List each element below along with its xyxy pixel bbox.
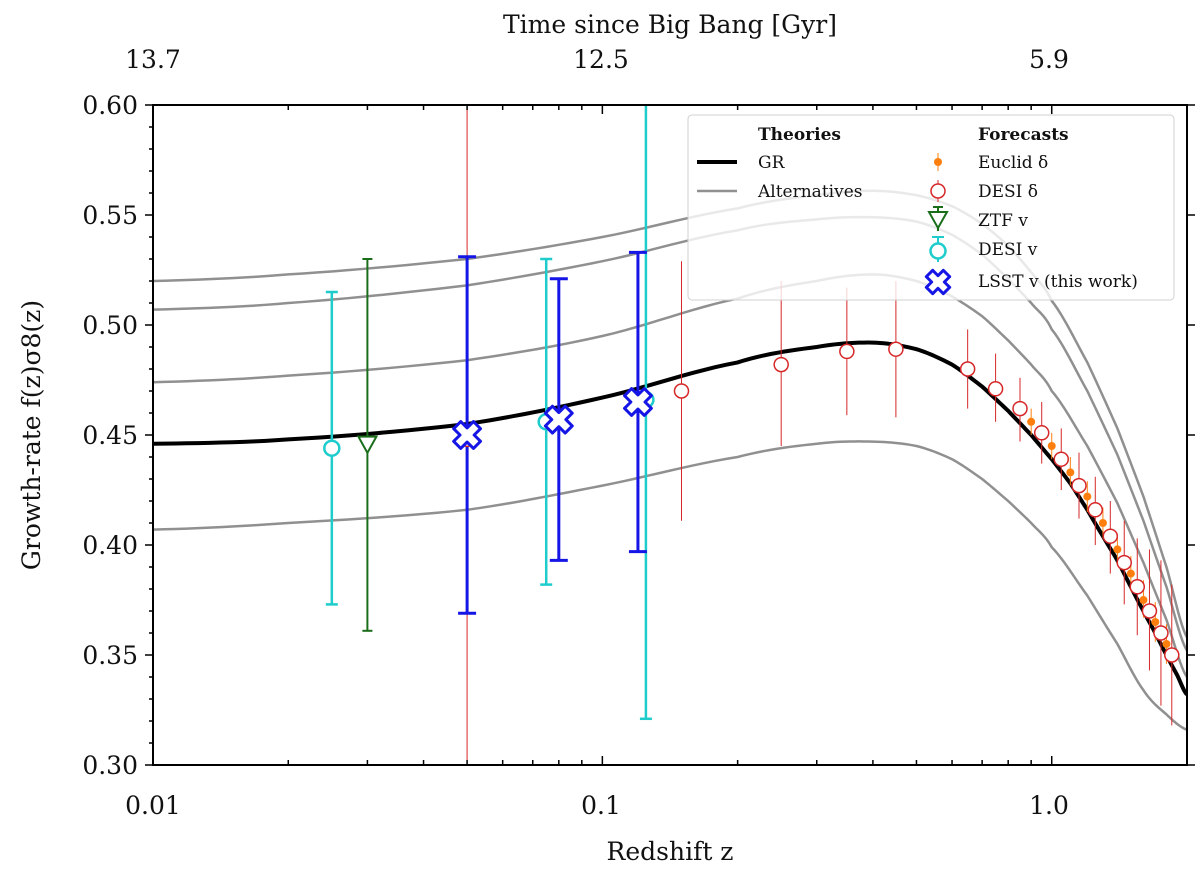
top-axis-title: Time since Big Bang [Gyr] [503, 10, 837, 39]
legend-desi-delta-marker [930, 180, 946, 202]
desi-point [1071, 477, 1087, 494]
desi-point [888, 341, 904, 357]
desi-point [987, 381, 1004, 397]
x-tick-label-2: 1.0 [1029, 791, 1069, 820]
legend-euclid-marker [934, 153, 942, 171]
legend-gr-label: GR [758, 153, 786, 173]
legend: Theories Forecasts GR Alternatives Eucli… [687, 114, 1175, 301]
legend-desi-v-marker [929, 236, 947, 262]
euclid-point [1151, 618, 1160, 626]
legend-euclid-label: Euclid δ [978, 153, 1048, 173]
desi-point [1053, 451, 1069, 467]
euclid-point [1066, 468, 1075, 477]
desi-point [1102, 528, 1119, 544]
legend-ztf-marker [927, 206, 949, 231]
euclid-point [1098, 519, 1107, 527]
y-tick-label-0: 0.30 [82, 751, 138, 780]
desi-point [1116, 554, 1132, 571]
euclid-point [1083, 492, 1092, 501]
euclid-point [1027, 417, 1036, 426]
desi-point [839, 343, 855, 360]
legend-theories-header: Theories [758, 125, 841, 145]
euclid-point [1162, 640, 1171, 648]
axis-ticks [145, 104, 1195, 766]
desi-point [1129, 579, 1146, 595]
alternative-curve-3 [153, 273, 1187, 678]
alternative-curve-4 [153, 440, 1187, 731]
desi-point [1012, 400, 1028, 417]
euclid-point [1139, 596, 1148, 604]
desi-point [1153, 625, 1169, 641]
desi-point [1164, 647, 1180, 663]
y-tick-label-4: 0.50 [82, 311, 138, 340]
y-tick-label-5: 0.55 [82, 201, 138, 230]
x-axis-title: Redshift z [607, 837, 734, 866]
desi-point [1033, 425, 1050, 441]
legend-forecasts-header: Forecasts [978, 125, 1069, 145]
euclid-point [1047, 442, 1056, 450]
y-tick-label-3: 0.45 [82, 421, 138, 450]
x-tick-label-1: 0.1 [581, 791, 621, 820]
data-markers [323, 341, 1180, 663]
gr-curve [153, 340, 1187, 696]
legend-alternatives-label: Alternatives [757, 182, 862, 202]
top-tick-label-1: 12.5 [573, 45, 629, 74]
y-tick-label-2: 0.40 [82, 531, 138, 560]
legend-ztf-label: ZTF v [978, 211, 1028, 231]
desi-v-point [323, 439, 341, 457]
legend-lsst-label: LSST v (this work) [978, 272, 1138, 292]
desi-point [673, 383, 690, 399]
desi-point [959, 361, 976, 377]
euclid-point [1113, 545, 1122, 554]
top-tick-label-0: 13.7 [125, 45, 181, 74]
y-axis-title: Growth-rate f(z)σ8(z) [17, 300, 46, 570]
y-tick-label-1: 0.35 [82, 641, 138, 670]
legend-box [687, 114, 1175, 301]
legend-desi-v-label: DESI v [978, 240, 1038, 260]
lsst-v-this-work-point [543, 404, 574, 435]
x-tick-label-0: 0.01 [125, 791, 181, 820]
desi-point [773, 356, 789, 373]
desi-point [1141, 603, 1158, 619]
lsst-v-this-work-point [452, 420, 483, 450]
euclid-point [1126, 569, 1135, 578]
y-tick-label-6: 0.60 [82, 91, 138, 120]
legend-desi-delta-label: DESI δ [978, 182, 1038, 202]
desi-point [1087, 502, 1104, 518]
ztf-v-point [356, 435, 379, 455]
top-tick-label-2: 5.9 [1029, 45, 1069, 74]
lsst-v-this-work-point [623, 387, 653, 417]
legend-lsst-marker [924, 268, 952, 296]
